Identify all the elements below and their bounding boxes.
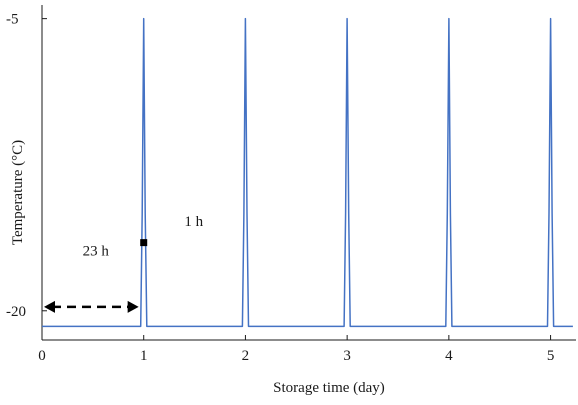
x-tick-label: 4 <box>445 348 453 364</box>
annotation-1h: 1 h <box>184 214 203 230</box>
x-tick-label: 1 <box>140 348 148 364</box>
plot-frame <box>41 5 576 341</box>
arrow-head-right-icon <box>127 300 139 313</box>
marker-square <box>140 239 148 247</box>
arrow-head-left-icon <box>44 300 55 313</box>
y-axis-label: Temperature (°C) <box>10 140 26 245</box>
series-group <box>42 17 573 328</box>
annotations: 23 h 1 h <box>44 214 204 313</box>
ticks: 0 1 2 3 4 5 -5 -20 <box>6 12 554 364</box>
y-tick-label: -5 <box>6 12 19 28</box>
y-tick-label: -20 <box>6 304 26 320</box>
x-tick-label: 3 <box>343 348 351 364</box>
x-tick-label: 2 <box>242 348 250 364</box>
x-tick-label: 5 <box>547 348 555 364</box>
x-axis-label: Storage time (day) <box>273 380 385 396</box>
annotation-23h: 23 h <box>83 243 110 259</box>
x-tick-label: 0 <box>38 348 46 364</box>
temperature-series-line <box>42 17 573 328</box>
